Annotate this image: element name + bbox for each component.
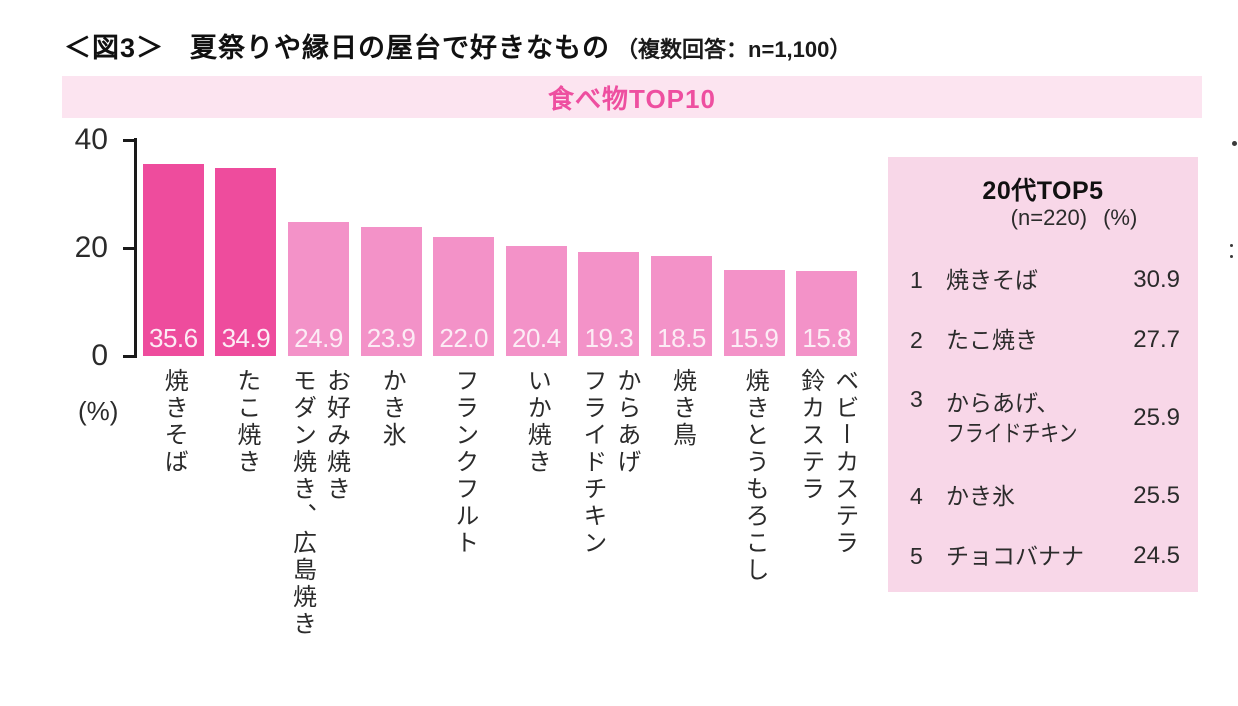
plot-area: 35.6 34.9 24.9 23.9 22.0 20.4 19.3 18.5 15.9 15.8: [137, 140, 863, 356]
bar-value-label: 15.9: [729, 323, 779, 353]
item-value: 30.9: [1133, 266, 1180, 293]
y-axis-tick-mark: [123, 354, 136, 358]
panel-unit-label: (%): [1103, 205, 1138, 230]
category-label-slot: からあげ フライドチキン: [573, 368, 646, 658]
item-name: からあげ、 フライドチキン: [946, 390, 1078, 446]
bar: 24.9: [287, 221, 349, 356]
bar-value-label: 35.6: [148, 323, 198, 353]
bar-slot: 22.0: [427, 140, 500, 356]
bar: 23.9: [360, 226, 422, 356]
y-axis-tick-label: 0: [91, 339, 108, 372]
bar-value-label: 22.0: [439, 323, 488, 353]
bar-slot: 19.3: [573, 140, 646, 356]
item-value: 25.9: [1133, 404, 1180, 431]
x-axis-labels: 焼きそば たこ焼き お好み焼き モダン焼き、広島焼き かき氷 フランクフルト いか焼き から…: [137, 368, 863, 658]
y-axis-tick-mark: [123, 246, 136, 250]
bar: 35.6: [142, 163, 204, 356]
panel-subtitle: (n=220) (%): [888, 205, 1198, 231]
bar: 18.5: [650, 256, 712, 356]
bar: 15.9: [723, 270, 785, 356]
y-axis-unit-label: (%): [78, 396, 119, 426]
screen-edge-artifact: [1232, 141, 1237, 146]
category-label: いか焼き: [523, 368, 551, 476]
bar: 20.4: [505, 245, 567, 356]
banner-label: 食べ物TOP10: [548, 83, 716, 114]
bar: 19.3: [578, 251, 640, 356]
bar: 15.8: [796, 270, 858, 356]
bar-slot: 20.4: [500, 140, 573, 356]
category-label-slot: いか焼き: [500, 368, 573, 658]
item-value: 27.7: [1133, 326, 1180, 353]
figure-number: ＜図3＞: [64, 33, 165, 63]
category-label-slot: 焼き鳥: [645, 368, 718, 658]
panel-sample-size: (n=220): [1010, 205, 1088, 230]
category-label-slot: フランクフルト: [427, 368, 500, 658]
ranking-row: 4 かき氷 25.5: [888, 466, 1198, 526]
item-name: たこ焼き: [946, 327, 1038, 353]
figure-title: ＜図3＞ 夏祭りや縁日の屋台で好きなもの （複数回答：n=1,100）: [64, 26, 851, 65]
category-label: フランクフルト: [450, 368, 478, 557]
bar-value-label: 18.5: [657, 323, 706, 353]
rank-number: 5: [910, 542, 923, 569]
category-label: 焼きとうもろこし: [741, 368, 769, 584]
figure-title-text: 夏祭りや縁日の屋台で好きなもの: [190, 33, 611, 63]
category-label: からあげ フライドチキン: [578, 368, 640, 557]
category-label: 焼き鳥: [668, 368, 696, 449]
bar-slot: 15.9: [718, 140, 791, 356]
rank-number: 4: [910, 482, 923, 509]
category-label-slot: ベビーカステラ 鈴カステラ: [790, 368, 863, 658]
bar-slot: 34.9: [210, 140, 283, 356]
bar: 34.9: [215, 167, 277, 356]
ranking-row: 2 たこ焼き 27.7: [888, 310, 1198, 370]
bar: 22.0: [433, 237, 495, 356]
bar-value-label: 19.3: [584, 323, 634, 353]
bar-slot: 35.6: [137, 140, 210, 356]
category-label: ベビーカステラ 鈴カステラ: [796, 368, 858, 557]
category-label-slot: お好み焼き モダン焼き、広島焼き: [282, 368, 355, 658]
category-label: かき氷: [378, 368, 406, 449]
category-label: お好み焼き モダン焼き、広島焼き: [288, 368, 350, 638]
ranking-list: 1 焼きそば 30.9 2 たこ焼き 27.7 3 からあげ、 フライドチキン 25.9 4 かき氷 2…: [888, 250, 1198, 586]
screen-edge-artifact: [1230, 244, 1233, 247]
bar-slot: 24.9: [282, 140, 355, 356]
category-label-slot: かき氷: [355, 368, 428, 658]
category-label-slot: 焼きとうもろこし: [718, 368, 791, 658]
item-value: 24.5: [1133, 542, 1180, 569]
bar-value-label: 23.9: [366, 323, 416, 353]
rank-number: 1: [910, 266, 923, 293]
item-name: かき氷: [946, 483, 1015, 509]
ranking-row: 1 焼きそば 30.9: [888, 250, 1198, 310]
category-label: 焼きそば: [160, 368, 188, 476]
ranking-row: 3 からあげ、 フライドチキン 25.9: [888, 370, 1198, 466]
bar-value-label: 34.9: [221, 323, 271, 353]
food-top10-banner: 食べ物TOP10: [62, 76, 1202, 118]
figure-sample-note: （複数回答：n=1,100）: [616, 37, 852, 62]
item-name: 焼きそば: [946, 267, 1038, 293]
bar-slot: 18.5: [645, 140, 718, 356]
bar-value-label: 20.4: [511, 323, 561, 353]
bar-slot: 23.9: [355, 140, 428, 356]
bar-slot: 15.8: [790, 140, 863, 356]
category-label-slot: 焼きそば: [137, 368, 210, 658]
category-label-slot: たこ焼き: [210, 368, 283, 658]
rank-number: 2: [910, 326, 923, 353]
age20s-top5-panel: 20代TOP5 (n=220) (%) 1 焼きそば 30.9 2 たこ焼き 27.7 3 か…: [888, 157, 1198, 592]
y-axis-tick-mark: [123, 138, 136, 142]
item-name: チョコバナナ: [946, 543, 1084, 569]
panel-title: 20代TOP5: [982, 177, 1104, 205]
y-axis-tick-label: 20: [74, 231, 108, 264]
rank-number: 3: [910, 386, 923, 412]
ranking-row: 5 チョコバナナ 24.5: [888, 526, 1198, 586]
category-label: たこ焼き: [232, 368, 260, 476]
bar-value-label: 15.8: [802, 323, 851, 353]
y-axis-tick-label: 40: [74, 123, 108, 156]
screen-edge-artifact: [1230, 255, 1233, 258]
item-value: 25.5: [1133, 482, 1180, 509]
bar-value-label: 24.9: [294, 323, 343, 353]
